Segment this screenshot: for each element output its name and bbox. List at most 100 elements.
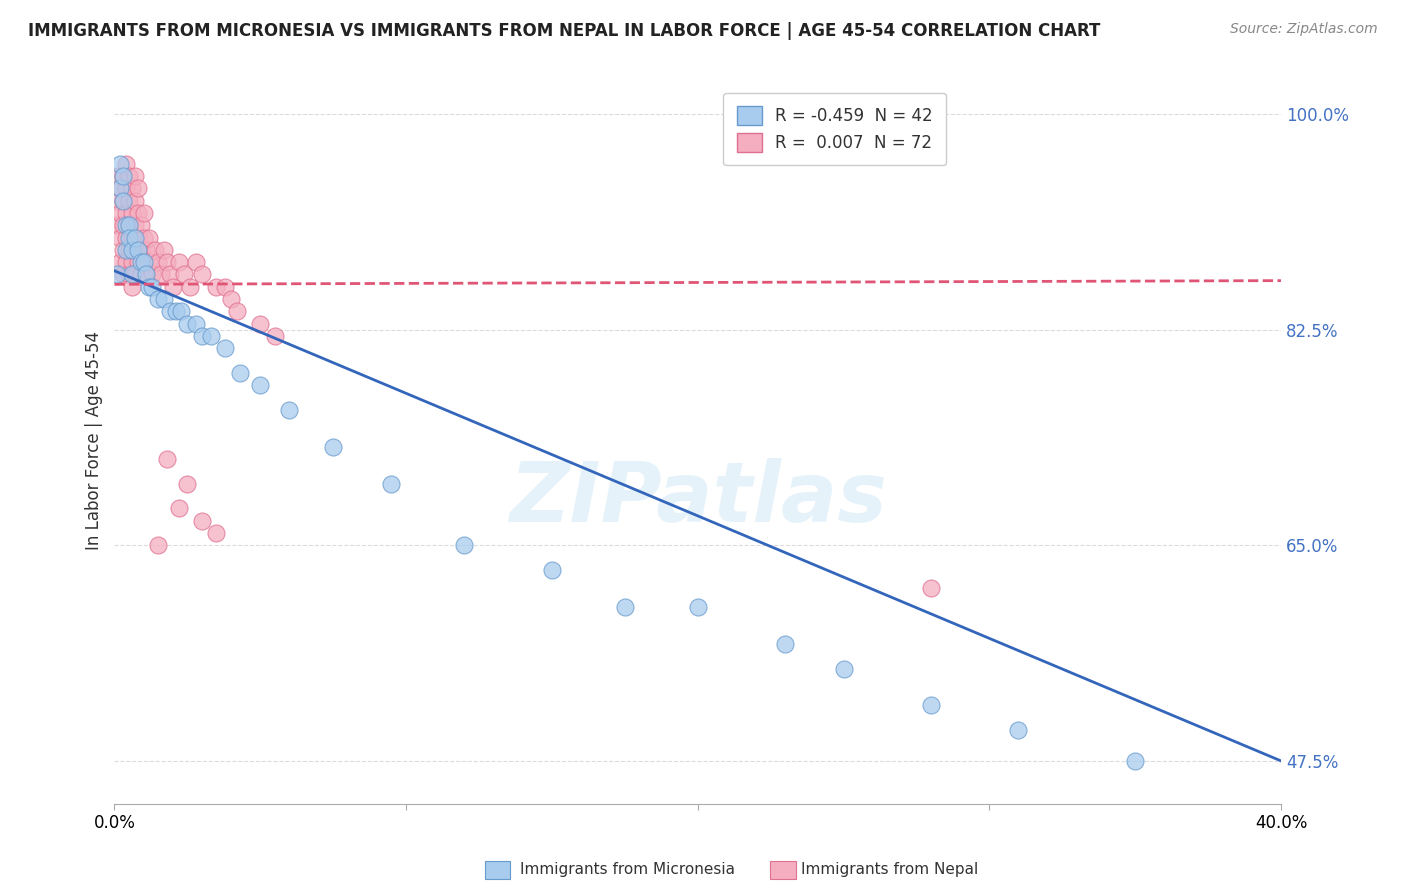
Point xyxy=(115,156,138,170)
Point xyxy=(141,280,163,294)
Point xyxy=(124,169,146,183)
Point xyxy=(121,243,143,257)
Point xyxy=(138,230,160,244)
Point xyxy=(105,218,128,232)
Point xyxy=(176,476,198,491)
Point xyxy=(129,268,152,282)
Point xyxy=(173,268,195,282)
Point xyxy=(167,501,190,516)
Point xyxy=(773,637,796,651)
Text: Immigrants from Micronesia: Immigrants from Micronesia xyxy=(520,863,735,877)
Point xyxy=(115,230,138,244)
Point xyxy=(121,181,143,195)
Text: Source: ZipAtlas.com: Source: ZipAtlas.com xyxy=(1230,22,1378,37)
Point xyxy=(132,230,155,244)
Point xyxy=(124,218,146,232)
Point xyxy=(141,268,163,282)
Point xyxy=(105,194,128,208)
Point xyxy=(205,280,228,294)
Point xyxy=(127,181,149,195)
Point xyxy=(112,243,135,257)
Point xyxy=(105,268,128,282)
Point xyxy=(184,255,207,269)
Point xyxy=(200,329,222,343)
Point xyxy=(115,206,138,220)
Point xyxy=(112,194,135,208)
Point xyxy=(121,230,143,244)
Point xyxy=(225,304,247,318)
Point xyxy=(165,304,187,318)
Point xyxy=(1123,754,1146,768)
Point xyxy=(110,206,132,220)
Point xyxy=(219,292,242,306)
Point xyxy=(541,563,564,577)
Point xyxy=(115,243,138,257)
Point xyxy=(229,366,252,380)
Point xyxy=(159,268,181,282)
Point xyxy=(191,268,214,282)
Text: IMMIGRANTS FROM MICRONESIA VS IMMIGRANTS FROM NEPAL IN LABOR FORCE | AGE 45-54 C: IMMIGRANTS FROM MICRONESIA VS IMMIGRANTS… xyxy=(28,22,1101,40)
Point xyxy=(118,169,141,183)
Point xyxy=(170,304,193,318)
Point xyxy=(205,526,228,541)
Point xyxy=(179,280,201,294)
Point xyxy=(118,243,141,257)
Point xyxy=(191,514,214,528)
Point xyxy=(153,243,176,257)
Point xyxy=(143,243,166,257)
Point xyxy=(115,181,138,195)
Point xyxy=(191,329,214,343)
Point xyxy=(146,538,169,552)
Point xyxy=(214,280,236,294)
Point xyxy=(127,243,149,257)
Point xyxy=(278,403,301,417)
Point xyxy=(112,194,135,208)
Point xyxy=(112,218,135,232)
Point xyxy=(112,268,135,282)
Point xyxy=(124,194,146,208)
Point xyxy=(110,181,132,195)
Point xyxy=(110,255,132,269)
Point xyxy=(150,268,173,282)
Point xyxy=(184,317,207,331)
Point xyxy=(214,342,236,356)
Point xyxy=(156,255,179,269)
Point xyxy=(322,440,344,454)
Point xyxy=(127,230,149,244)
Point xyxy=(110,230,132,244)
Point xyxy=(159,304,181,318)
Point xyxy=(121,268,143,282)
Point xyxy=(110,156,132,170)
Point xyxy=(115,218,138,232)
Point xyxy=(110,181,132,195)
Point xyxy=(138,255,160,269)
Y-axis label: In Labor Force | Age 45-54: In Labor Force | Age 45-54 xyxy=(86,331,103,550)
Point xyxy=(129,243,152,257)
Point xyxy=(176,317,198,331)
Point xyxy=(135,268,157,282)
Point xyxy=(121,206,143,220)
Point xyxy=(124,268,146,282)
Point xyxy=(1007,723,1029,737)
Point xyxy=(127,255,149,269)
Point xyxy=(135,268,157,282)
Point xyxy=(132,255,155,269)
Point xyxy=(249,317,271,331)
Point xyxy=(613,599,636,614)
Point xyxy=(118,218,141,232)
Text: Immigrants from Nepal: Immigrants from Nepal xyxy=(801,863,979,877)
Point xyxy=(118,218,141,232)
Point xyxy=(453,538,475,552)
Point xyxy=(121,255,143,269)
Point xyxy=(380,476,402,491)
Point xyxy=(124,243,146,257)
Point xyxy=(127,206,149,220)
Point xyxy=(263,329,285,343)
Point xyxy=(146,292,169,306)
Point xyxy=(121,280,143,294)
Point xyxy=(118,268,141,282)
Point xyxy=(132,255,155,269)
Point xyxy=(138,280,160,294)
Point xyxy=(920,698,942,713)
Text: ZIPatlas: ZIPatlas xyxy=(509,458,887,540)
